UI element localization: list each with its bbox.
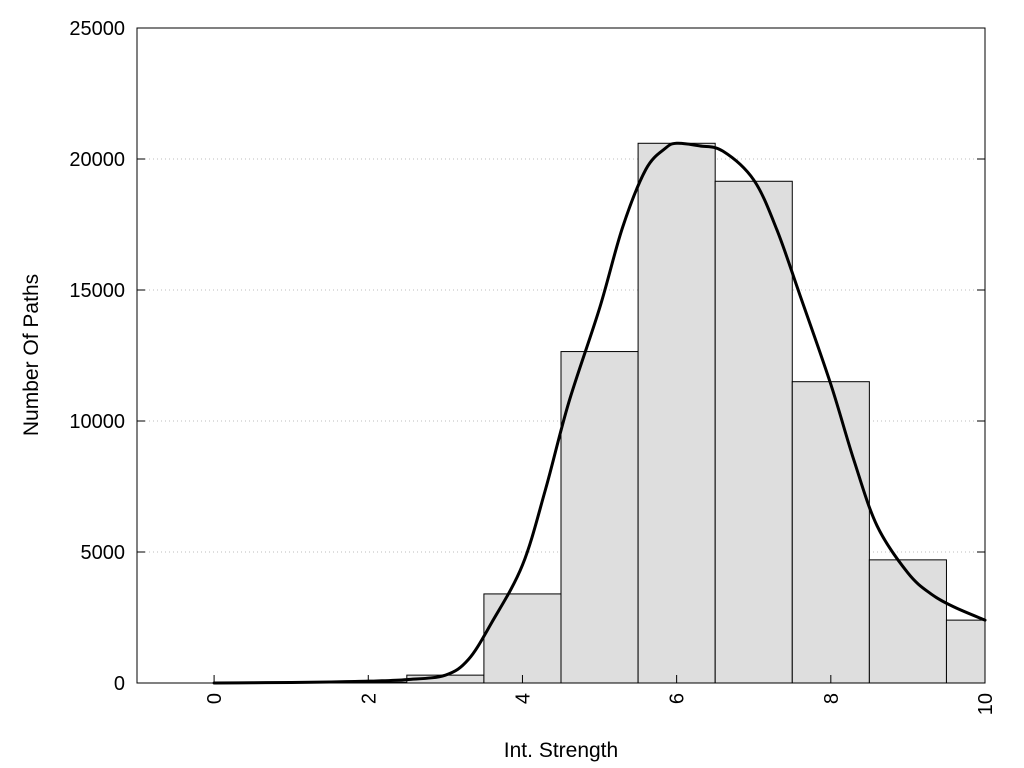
- bar-10: [945, 619, 986, 684]
- y-axis-title: Number Of Paths: [20, 274, 43, 436]
- bars-layer: [329, 142, 986, 684]
- bar-7: [714, 180, 793, 684]
- y-tick-labels: 0 5000 10000 15000 20000 25000: [69, 18, 125, 695]
- ticks-layer: [137, 27, 986, 684]
- y-tick-label-1: 5000: [81, 542, 126, 564]
- bar-5: [560, 351, 639, 684]
- x-tick-label-4: 8: [821, 693, 843, 704]
- y-tick-label-0: 0: [114, 673, 125, 695]
- bar-8: [791, 381, 870, 684]
- bar-4: [483, 593, 562, 684]
- plot-frame: [136, 27, 986, 684]
- density-curve: [212, 141, 987, 685]
- x-tick-label-2: 4: [512, 693, 534, 704]
- y-tick-label-5: 25000: [69, 18, 125, 40]
- y-tick-label-2: 10000: [69, 411, 125, 433]
- x-axis-title: Int. Strength: [504, 739, 618, 762]
- x-tick-label-1: 2: [358, 693, 380, 704]
- bar-6: [637, 142, 716, 684]
- x-tick-label-0: 0: [204, 693, 226, 704]
- y-tick-label-3: 15000: [69, 280, 125, 302]
- x-tick-label-5: 10: [975, 693, 997, 715]
- x-tick-labels: 0 2 4 6 8 10: [204, 693, 997, 715]
- y-tick-label-4: 20000: [69, 149, 125, 171]
- bar-9: [868, 559, 947, 684]
- x-tick-label-3: 6: [667, 693, 689, 704]
